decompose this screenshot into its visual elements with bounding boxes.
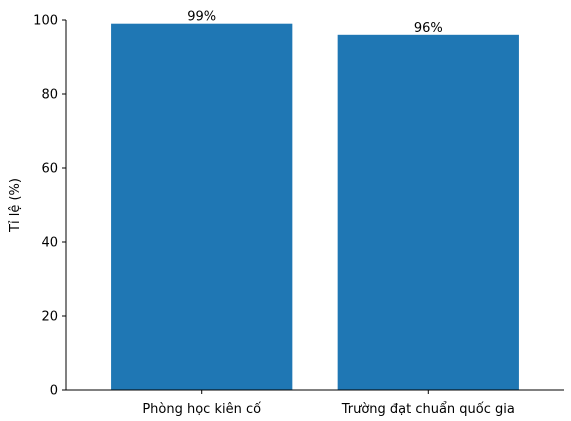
y-tick-label: 40 xyxy=(41,236,58,251)
y-tick-label: 0 xyxy=(50,384,58,399)
x-tick-label: Trường đạt chuẩn quốc gia xyxy=(341,402,515,417)
y-axis-label: Tỉ lệ (%) xyxy=(8,178,23,233)
y-tick-label: 100 xyxy=(33,14,58,29)
data-labels: 99% 96% xyxy=(187,10,442,36)
x-tick-label: Phòng học kiên cố xyxy=(142,402,261,417)
bar xyxy=(111,23,293,390)
y-tick-label: 20 xyxy=(41,310,58,325)
y-tick-label: 60 xyxy=(41,162,58,177)
x-axis-ticks: Phòng học kiên cố Trường đạt chuẩn quốc g… xyxy=(142,390,515,417)
data-label: 96% xyxy=(414,21,443,36)
bars-group xyxy=(111,23,519,391)
y-axis-ticks: 0 20 40 60 80 100 xyxy=(33,14,66,399)
y-tick-label: 80 xyxy=(41,88,58,103)
bar xyxy=(337,34,519,391)
data-label: 99% xyxy=(187,10,216,25)
